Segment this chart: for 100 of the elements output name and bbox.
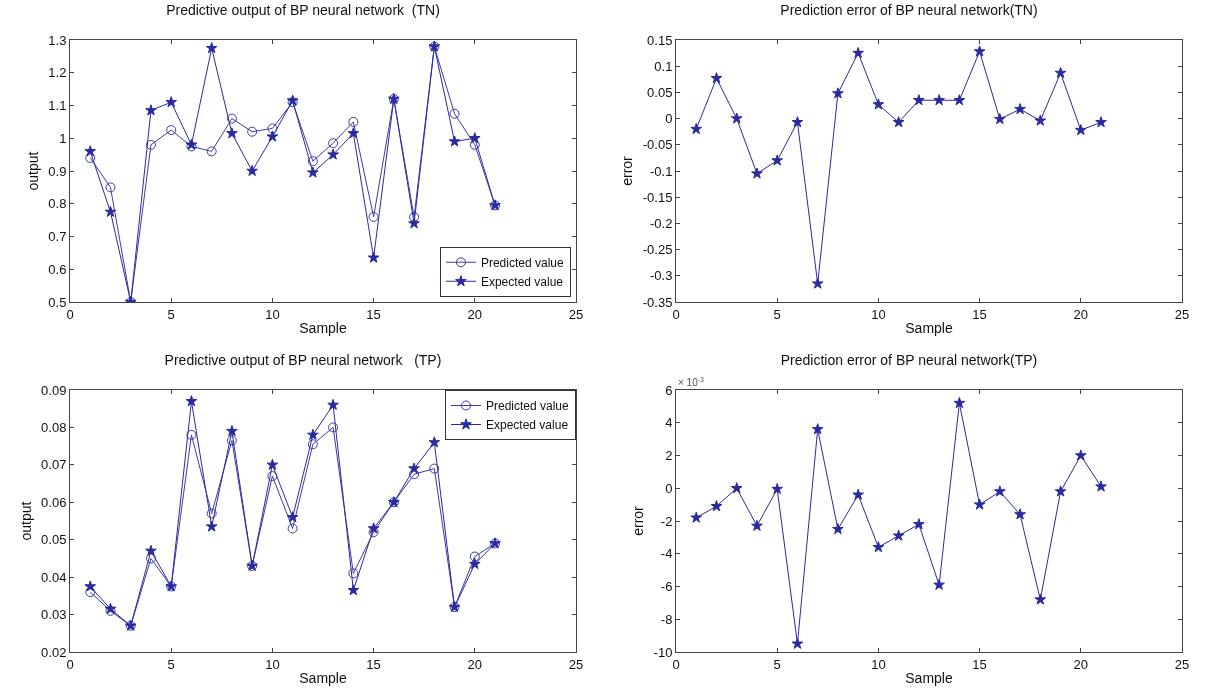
point (205, 520, 218, 532)
y-axis-title: output (17, 501, 34, 541)
point (468, 557, 481, 570)
point (791, 637, 804, 649)
point (145, 139, 156, 150)
point (872, 98, 885, 110)
x-tick-label: 20 (1073, 656, 1089, 672)
x-axis-title: Sample (299, 669, 347, 686)
point (185, 395, 198, 407)
point (913, 94, 925, 106)
point (710, 72, 723, 84)
y-tick-label: 0.07 (41, 457, 67, 473)
point (751, 167, 763, 179)
x-tick-label: 25 (568, 656, 584, 672)
point (1014, 103, 1026, 115)
point (913, 518, 925, 530)
point (226, 113, 237, 124)
point (994, 113, 1006, 125)
point (832, 523, 844, 535)
point (145, 553, 156, 564)
point (145, 104, 157, 116)
y-tick-label: 0.9 (48, 163, 67, 179)
y-axis-title: error (619, 155, 636, 186)
y-tick-label: 0.8 (48, 196, 67, 212)
point (771, 154, 784, 166)
point (328, 138, 339, 149)
point (348, 568, 359, 579)
point (246, 164, 258, 177)
legend-label: Expected value (486, 418, 569, 433)
y-tick-label: 4 (665, 415, 673, 431)
point (409, 211, 420, 222)
x-tick-label: 5 (773, 656, 781, 672)
x-tick-label: 25 (1174, 306, 1190, 322)
x-tick-label: 25 (568, 306, 584, 322)
point (953, 94, 966, 106)
point (84, 580, 97, 592)
point (710, 500, 723, 512)
point (1095, 116, 1107, 128)
x-axis-title: Sample (905, 319, 953, 336)
point (1054, 485, 1067, 497)
point (409, 469, 420, 480)
point (247, 126, 258, 137)
point (1014, 508, 1026, 520)
point (730, 482, 743, 494)
chart-title: Predictive output of BP neural network (TP) (164, 352, 442, 369)
point (105, 182, 116, 193)
point (347, 584, 360, 596)
y-tick-label: 2 (665, 448, 673, 464)
point (205, 42, 218, 54)
point (408, 462, 420, 474)
y-axis-title: error (630, 505, 647, 536)
x-tick-label: 5 (167, 306, 175, 322)
point (973, 45, 986, 57)
y-tick-label: -0.15 (642, 189, 673, 205)
point (327, 398, 339, 410)
x-tick-label: 20 (467, 306, 483, 322)
point (751, 519, 763, 531)
y-tick-label: 0.15 (647, 32, 673, 48)
x-tick-label: 20 (1073, 306, 1089, 322)
point (266, 458, 279, 470)
point (206, 146, 217, 157)
y-tick-label: -0.3 (649, 268, 673, 284)
y-tick-label: 1.3 (48, 32, 67, 48)
y-tick-label: -2 (660, 513, 673, 529)
point (165, 96, 178, 108)
y-tick-label: -0.2 (649, 215, 673, 231)
point (1034, 593, 1047, 605)
y-tick-label: 0 (665, 111, 673, 127)
x-tick-label: 5 (167, 656, 175, 672)
point (286, 511, 299, 523)
x-tick-label: 25 (1174, 656, 1190, 672)
y-tick-label: 1 (59, 130, 67, 146)
y-tick-label: 0 (665, 480, 673, 496)
y-tick-label: 0.06 (41, 494, 67, 510)
y-tick-label: -4 (660, 546, 673, 562)
point (1074, 124, 1087, 136)
point (811, 423, 824, 435)
point (307, 428, 319, 440)
x-tick-label: 15 (972, 656, 987, 672)
point (85, 152, 96, 163)
point (953, 397, 966, 409)
y-axis-title: output (24, 151, 41, 191)
legend-label: Predicted value (480, 255, 564, 270)
point (367, 251, 380, 263)
point (994, 485, 1006, 497)
point (690, 122, 703, 135)
point (347, 127, 360, 139)
point (1054, 66, 1067, 79)
legend-label: Predicted value (486, 399, 570, 414)
point (85, 587, 96, 598)
point (287, 523, 298, 534)
x-axis-title: Sample (299, 319, 347, 336)
point (771, 482, 784, 495)
point (791, 116, 804, 128)
text: × 10$^{-3}$ (678, 376, 705, 389)
y-tick-label: 0.1 (654, 58, 673, 74)
point (469, 551, 480, 562)
chart-title: Predictive output of BP neural network (TN) (166, 2, 440, 19)
point (307, 156, 318, 167)
y-tick-label: -0.1 (649, 163, 673, 179)
